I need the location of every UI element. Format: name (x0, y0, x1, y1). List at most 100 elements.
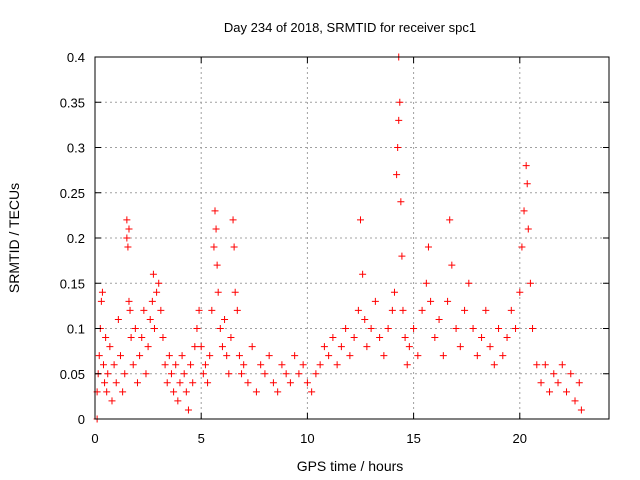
data-point (473, 352, 481, 360)
data-point (274, 388, 282, 396)
data-point (191, 343, 199, 351)
data-point (201, 361, 209, 369)
data-point (211, 207, 219, 215)
points-layer (93, 53, 585, 423)
data-point (233, 306, 241, 314)
data-point (163, 379, 171, 387)
data-point (325, 352, 333, 360)
y-tick-label: 0 (78, 412, 85, 427)
data-point (214, 288, 222, 296)
data-point (396, 98, 404, 106)
data-point (448, 261, 456, 269)
data-point (350, 334, 358, 342)
data-point (176, 379, 184, 387)
data-point (376, 334, 384, 342)
data-point (197, 343, 205, 351)
data-point (102, 334, 110, 342)
data-point (461, 306, 469, 314)
data-point (98, 288, 106, 296)
data-point (204, 379, 212, 387)
data-point (112, 379, 120, 387)
data-point (269, 379, 277, 387)
data-point (231, 288, 239, 296)
data-point (571, 397, 579, 405)
data-point (216, 325, 224, 332)
data-point (397, 198, 405, 206)
data-point (124, 243, 132, 251)
data-point (257, 361, 265, 369)
data-point (554, 379, 562, 387)
data-point (149, 270, 157, 278)
y-tick-label: 0.3 (67, 141, 85, 156)
data-point (518, 243, 526, 251)
data-point (178, 352, 186, 360)
data-point (337, 343, 345, 351)
data-point (208, 306, 216, 314)
data-point (567, 370, 575, 378)
data-point (114, 315, 122, 323)
data-point (119, 388, 127, 396)
data-point (210, 243, 218, 251)
data-point (363, 343, 371, 351)
data-point (187, 361, 195, 369)
data-point (410, 325, 418, 332)
data-point (356, 216, 364, 224)
data-point (418, 306, 426, 314)
data-point (229, 216, 237, 224)
data-point (103, 388, 111, 396)
data-point (155, 279, 163, 287)
data-point (159, 334, 167, 342)
data-point (354, 306, 362, 314)
data-point (146, 315, 154, 323)
data-point (452, 325, 460, 332)
data-point (265, 352, 273, 360)
data-point (444, 297, 452, 305)
x-tick-label: 5 (198, 431, 205, 446)
data-point (371, 297, 379, 305)
data-point (150, 325, 158, 332)
data-point (558, 361, 566, 369)
x-tick-label: 10 (300, 431, 314, 446)
data-point (97, 297, 105, 305)
data-point (401, 334, 409, 342)
data-point (126, 306, 134, 314)
grid-layer (95, 57, 609, 419)
data-point (261, 370, 269, 378)
data-point (244, 379, 252, 387)
data-point (248, 343, 256, 351)
data-point (398, 252, 406, 260)
data-point (482, 306, 490, 314)
data-point (367, 325, 375, 332)
data-point (238, 370, 246, 378)
y-tick-label: 0.15 (60, 276, 85, 291)
data-point (225, 370, 233, 378)
data-point (435, 315, 443, 323)
data-point (486, 343, 494, 351)
data-point (206, 352, 214, 360)
data-point (221, 315, 229, 323)
data-point (503, 334, 511, 342)
data-point (390, 288, 398, 296)
data-point (213, 261, 221, 269)
y-tick-label: 0.1 (67, 322, 85, 337)
data-point (99, 361, 107, 369)
data-point (431, 334, 439, 342)
data-point (550, 370, 558, 378)
data-point (182, 388, 190, 396)
tick-layer: 0 0.05 0.1 0.15 0.2 0.25 0.3 0.35 0.4 0 5 10 15 20 (60, 50, 609, 446)
data-point (227, 334, 235, 342)
data-point (95, 352, 103, 360)
data-point (131, 325, 139, 332)
data-point (278, 361, 286, 369)
data-point (180, 370, 188, 378)
data-point (359, 270, 367, 278)
data-point (546, 388, 554, 396)
data-point (422, 279, 430, 287)
data-point (299, 361, 307, 369)
data-point (575, 379, 583, 387)
data-point (507, 306, 515, 314)
data-point (129, 361, 137, 369)
data-point (541, 361, 549, 369)
data-point (516, 288, 524, 296)
data-point (157, 306, 165, 314)
